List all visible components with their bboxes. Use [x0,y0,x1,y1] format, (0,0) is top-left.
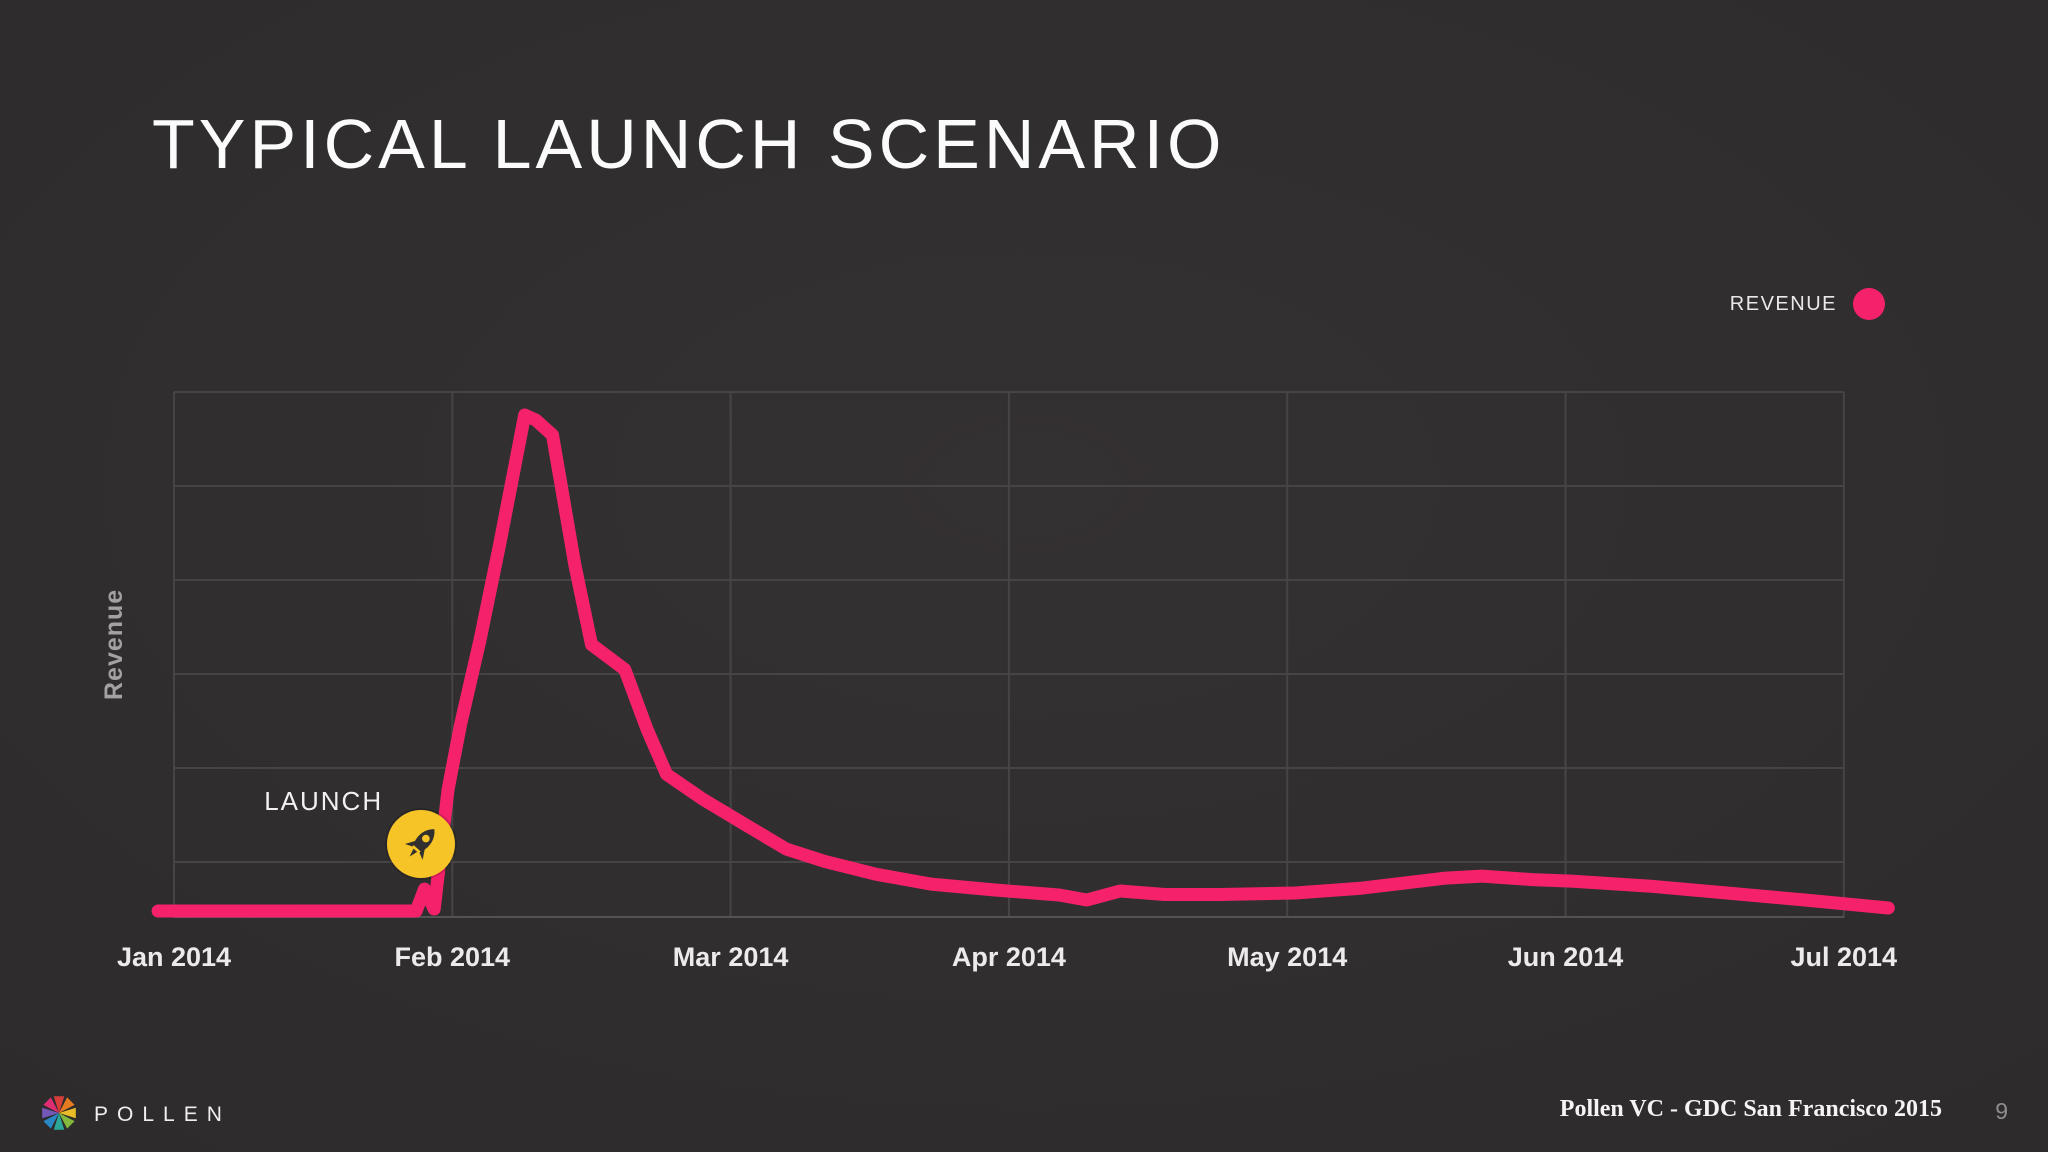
legend-dot [1853,288,1885,320]
x-tick-label: Jan 2014 [116,942,232,972]
footer-credit: Pollen VC - GDC San Francisco 2015 [1559,1096,1942,1122]
revenue-line-chart: LAUNCH [151,391,1895,918]
pollen-logo-icon [42,1096,76,1130]
page-number: 9 [1995,1098,2008,1124]
x-tick-label: Jul 2014 [1790,942,1898,972]
y-axis-label: Revenue [100,588,128,700]
x-axis: Jan 2014 Feb 2014 Mar 2014 Apr 2014 May 2014… [117,934,1897,978]
brand-name: POLLEN [94,1103,231,1126]
rocket-icon [405,829,435,861]
launch-marker [387,810,456,879]
chart-canvas [151,391,1895,918]
x-tick-label: Jun 2014 [1507,942,1624,972]
x-tick-label: Apr 2014 [951,942,1066,972]
x-tick-label: Mar 2014 [672,942,789,972]
x-tick-label: May 2014 [1227,942,1348,972]
launch-annotation-label: LAUNCH [264,786,384,817]
legend-label: REVENUE [1729,292,1837,315]
chart-legend: REVENUE [1730,288,1885,320]
x-tick-label: Feb 2014 [394,942,511,972]
slide-title: TYPICAL LAUNCH SCENARIO [152,105,1226,183]
